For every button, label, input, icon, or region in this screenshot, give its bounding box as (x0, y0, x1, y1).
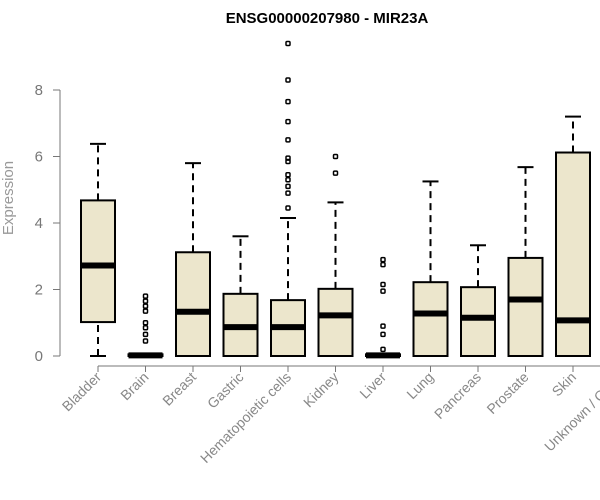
chart-title: ENSG00000207980 - MIR23A (226, 10, 429, 27)
outlier-point (332, 153, 339, 160)
box-group (127, 293, 164, 359)
box-group (80, 142, 116, 357)
outlier-point (285, 177, 291, 183)
outlier-point (332, 170, 339, 176)
outlier-point (380, 288, 386, 294)
box-group (317, 153, 354, 357)
outlier-point (380, 256, 386, 263)
box-iqr (80, 199, 116, 324)
x-tick-label: Pancreas (431, 369, 484, 422)
box-group (222, 235, 259, 358)
outlier-point (380, 346, 386, 353)
box-group (412, 180, 449, 357)
outlier-point (285, 183, 291, 190)
box-iqr (317, 287, 354, 357)
outlier-point (285, 40, 291, 47)
x-tick-label: Hematopoietic cells (197, 369, 294, 466)
x-tick-label: Kidney (300, 369, 342, 411)
box-series (80, 40, 591, 359)
box-group (365, 256, 401, 359)
y-tick-label: 4 (35, 215, 43, 232)
box-iqr (507, 256, 544, 358)
outlier-point (142, 298, 149, 304)
outlier-point (285, 98, 291, 105)
x-tick-label: Bladder (59, 369, 105, 415)
box-group (507, 166, 544, 358)
x-tick-label: Gastric (204, 369, 247, 412)
y-axis-ticks: 0 2 4 6 8 (35, 82, 60, 365)
outlier-point (142, 308, 149, 314)
outlier-point (380, 281, 386, 288)
outlier-point (285, 190, 291, 196)
y-tick-label: 0 (35, 348, 43, 365)
box-group (555, 115, 591, 357)
outlier-point (380, 323, 386, 329)
outlier-point (380, 331, 386, 338)
y-axis-label: Expression (0, 161, 17, 235)
box-group (175, 162, 211, 357)
outlier-point (142, 338, 149, 344)
outlier-point (285, 155, 291, 161)
box-group (460, 244, 496, 357)
outlier-point (285, 118, 291, 125)
y-tick-label: 2 (35, 282, 43, 299)
y-tick-label: 8 (35, 82, 43, 99)
outlier-point (285, 172, 291, 178)
outlier-point (142, 331, 149, 338)
box-iqr (460, 286, 496, 357)
x-tick-label: Liver (356, 369, 389, 402)
outlier-point (285, 137, 291, 143)
y-tick-label: 6 (35, 149, 43, 166)
box-group (270, 40, 306, 358)
outlier-point (380, 261, 386, 268)
box-iqr (175, 251, 211, 357)
outlier-point (142, 320, 149, 326)
box-iqr (412, 281, 449, 357)
outlier-point (285, 205, 291, 211)
x-tick-label: Brain (117, 369, 151, 403)
x-tick-label: Prostate (483, 369, 531, 417)
outlier-point (142, 303, 149, 309)
box-iqr (555, 151, 591, 357)
x-tick-label: Lung (403, 369, 436, 402)
x-tick-label: Skin (549, 369, 580, 400)
outlier-point (142, 293, 149, 299)
x-tick-label: Breast (159, 369, 199, 409)
outlier-point (142, 324, 149, 331)
outlier-point (285, 77, 291, 83)
